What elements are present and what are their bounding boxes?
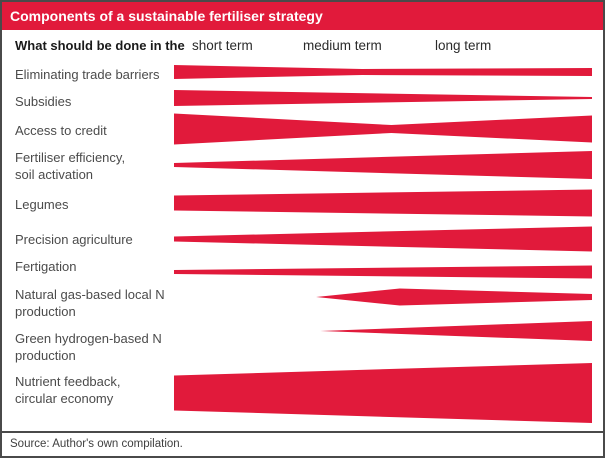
- row-label: Nutrient feedback, circular economy: [15, 374, 121, 407]
- row-label-line: production: [15, 303, 76, 319]
- row-label-line: Legumes: [15, 197, 69, 212]
- row-label: Access to credit: [15, 123, 107, 140]
- row-label: Fertigation: [15, 259, 76, 276]
- axis-label-medium-term: medium term: [303, 38, 382, 53]
- row-label-line: production: [15, 347, 76, 363]
- band-shape: [320, 321, 592, 341]
- row-label-line: Nutrient feedback,: [15, 374, 121, 389]
- band-shape: [174, 265, 592, 279]
- row-label: Eliminating trade barriers: [15, 67, 160, 84]
- row-label: Precision agriculture: [15, 232, 133, 249]
- row-label: Subsidies: [15, 94, 71, 111]
- row-label: Legumes: [15, 197, 68, 214]
- row-label-line: Natural gas-based local N: [15, 287, 165, 302]
- row-label-line: Green hydrogen-based N: [15, 331, 162, 346]
- axis-label-short-term: short term: [192, 38, 253, 53]
- footer-divider: [2, 431, 603, 433]
- band-shape: [174, 151, 592, 179]
- band-shape: [174, 113, 592, 145]
- row-label-line: Precision agriculture: [15, 232, 133, 247]
- figure-title-bar: Components of a sustainable fertiliser s…: [2, 2, 603, 30]
- band-shape: [174, 189, 592, 217]
- band-shape: [174, 90, 592, 106]
- band-shape: [316, 288, 592, 306]
- band-shape: [174, 226, 592, 252]
- row-label-line: Subsidies: [15, 94, 72, 109]
- band-shape: [174, 65, 592, 79]
- row-label-line: Fertigation: [15, 259, 77, 274]
- row-label-line: soil activation: [15, 166, 94, 182]
- axis-label-long-term: long term: [435, 38, 492, 53]
- header-prompt: What should be done in the: [15, 38, 185, 53]
- band-shape: [174, 363, 592, 423]
- row-label-line: Access to credit: [15, 123, 107, 138]
- row-label: Fertiliser efficiency, soil activation: [15, 150, 125, 183]
- row-label-line: Fertiliser efficiency,: [15, 150, 126, 165]
- row-label-line: circular economy: [15, 390, 114, 406]
- row-label-line: Eliminating trade barriers: [15, 67, 160, 82]
- source-note: Source: Author's own compilation.: [10, 438, 183, 450]
- column-header-row: What should be done in the short term med…: [2, 30, 603, 60]
